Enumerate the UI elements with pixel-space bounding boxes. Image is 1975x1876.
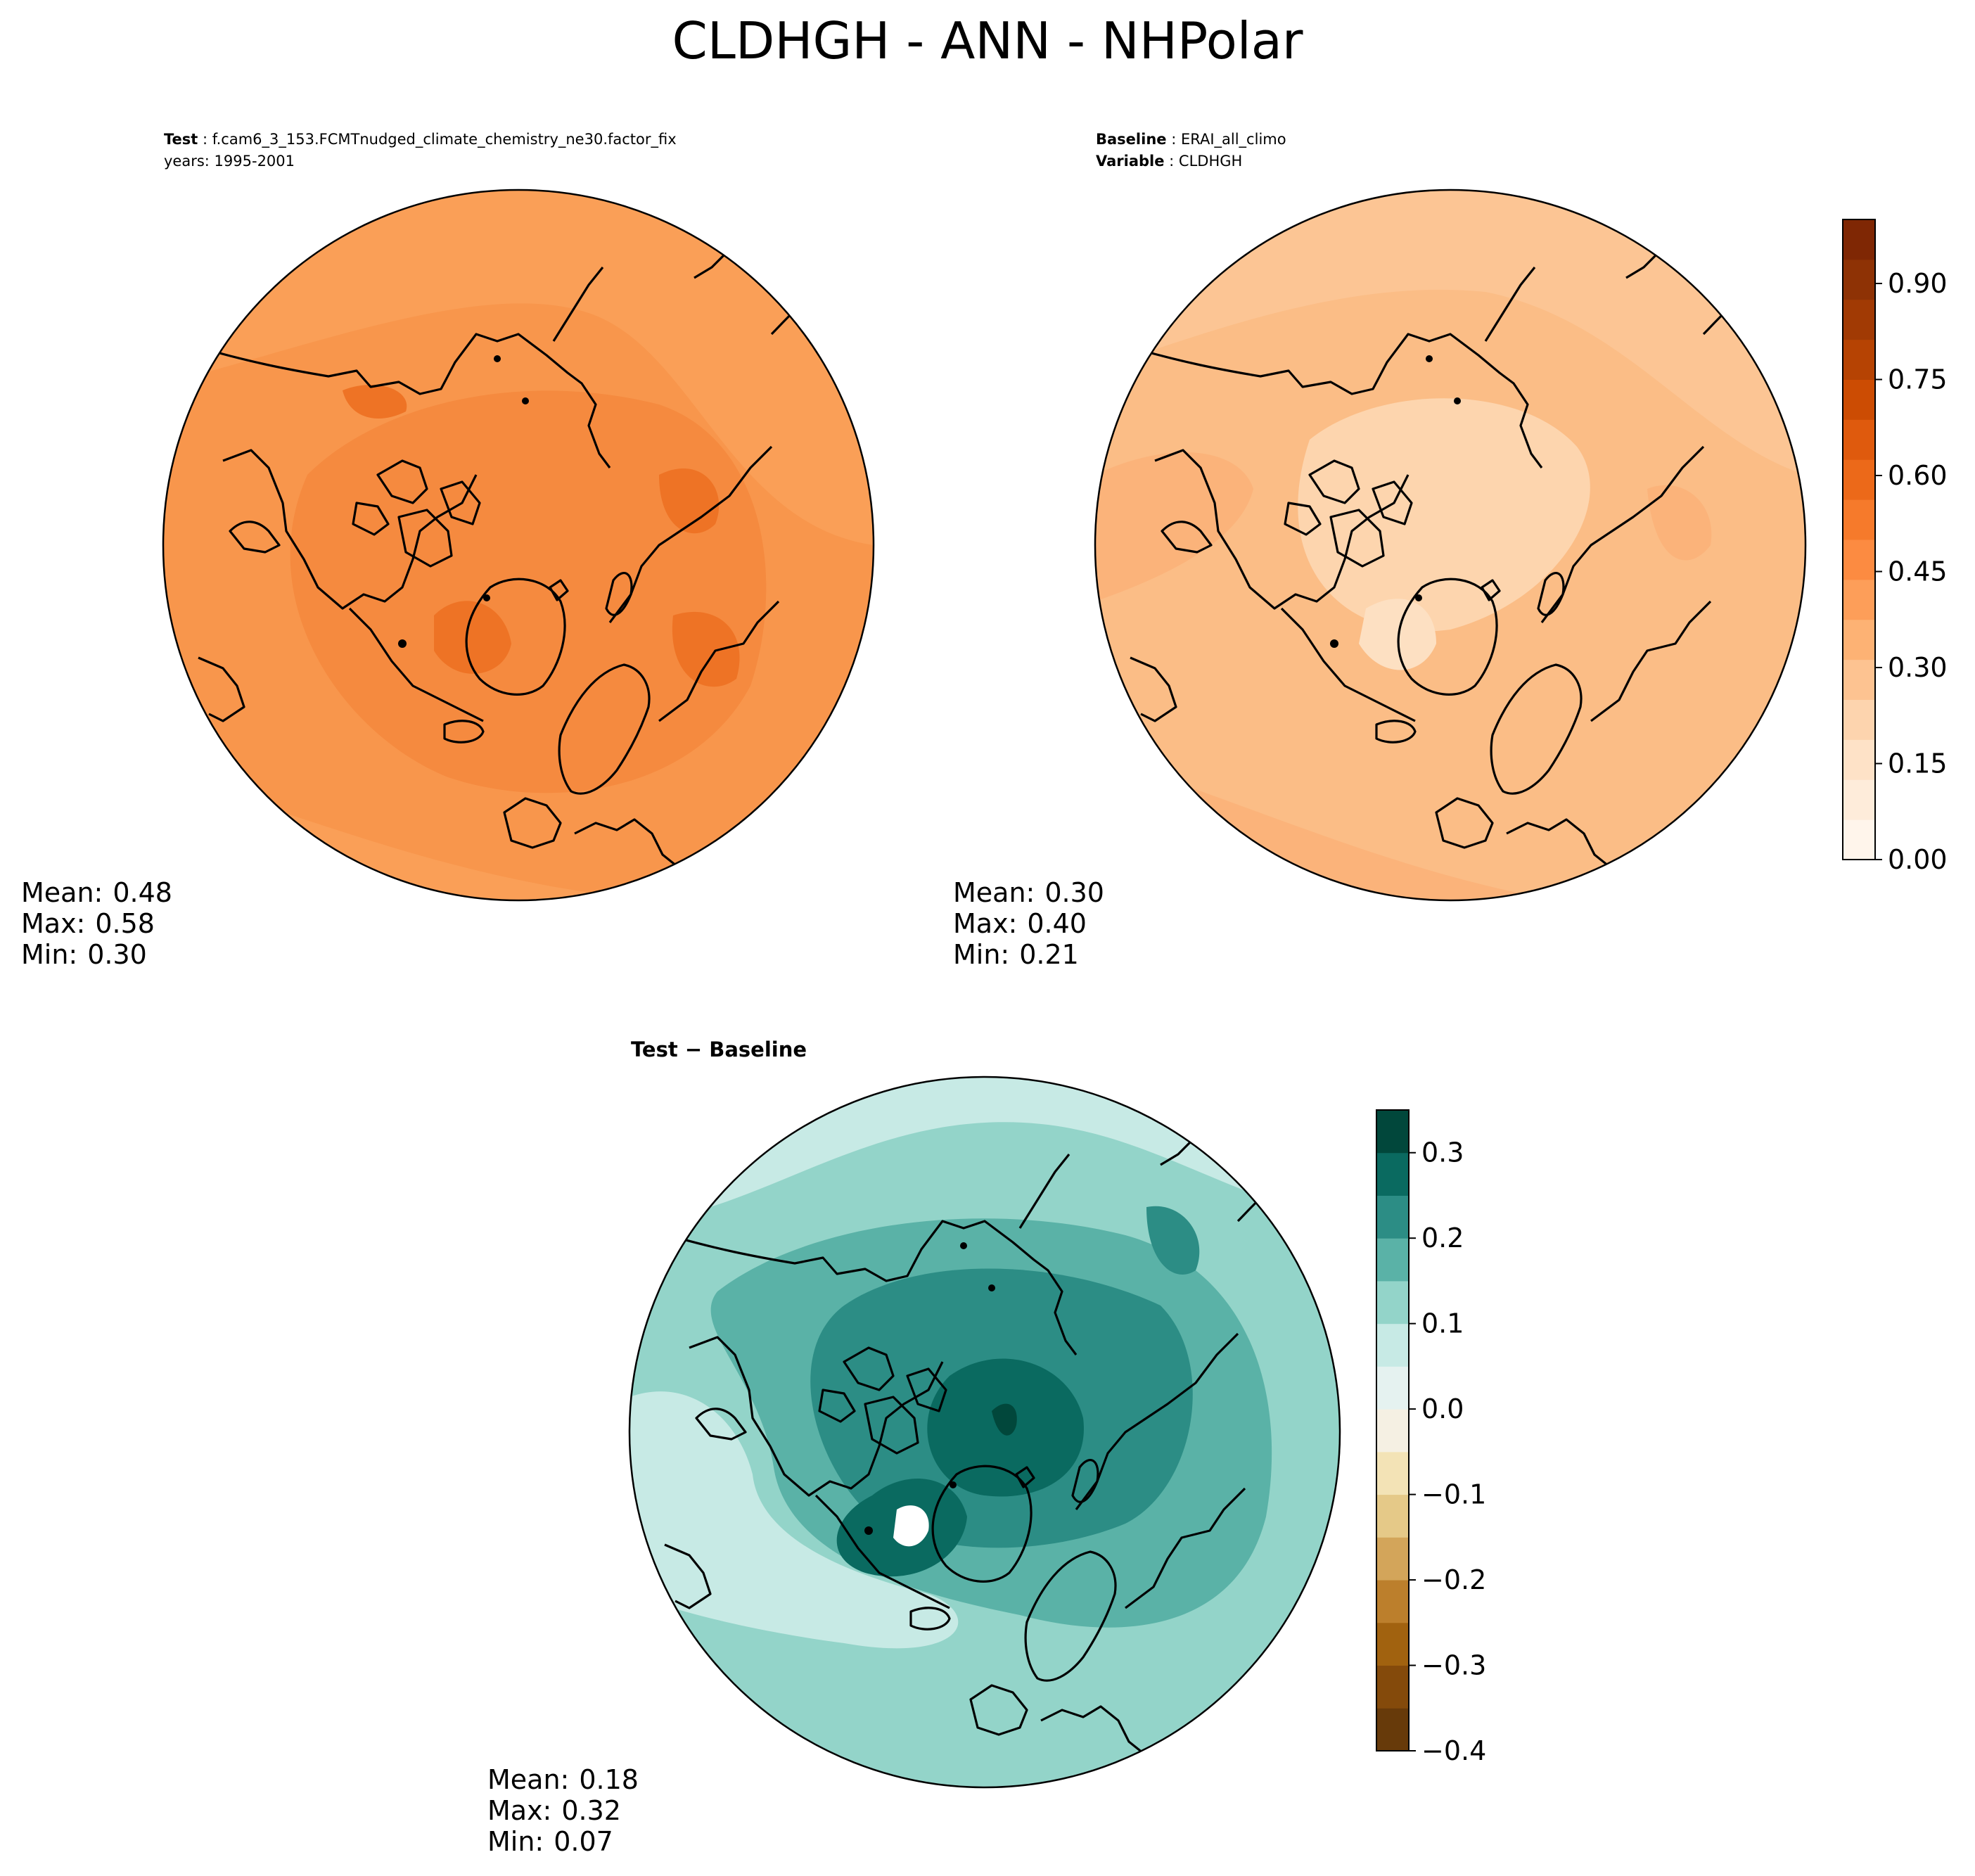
colorbar-segment (1376, 1366, 1409, 1410)
test-min: Min: 0.30 (21, 939, 147, 970)
colorbar-segment (1376, 1708, 1409, 1751)
colorbar-segment (1843, 699, 1875, 740)
baseline-max: Max: 0.40 (953, 908, 1087, 939)
colorbar-segment (1376, 1280, 1409, 1325)
colorbar-segment (1843, 499, 1875, 540)
colorbar-segment (1376, 1409, 1409, 1453)
diff-polar-map (628, 1076, 1341, 1789)
test-contour-high-greenland (434, 601, 511, 674)
colorbar-tick-label: 0.60 (1888, 460, 1948, 491)
baseline-min: Min: 0.21 (953, 939, 1079, 970)
test-panel: Test : f.cam6_3_153.FCMTnudged_climate_c… (21, 131, 875, 970)
colorbar-tick-label: 0.3 (1421, 1137, 1464, 1168)
colorbar-tick-label: 0.0 (1421, 1393, 1464, 1424)
baseline-contour-outer (1095, 190, 1805, 475)
baseline-contour-pacific (1095, 452, 1253, 601)
colorbar-segment (1376, 1537, 1409, 1581)
colorbar-segment (1843, 459, 1875, 500)
colorbar-tick-label: 0.75 (1888, 364, 1948, 395)
test-header-label: Test (164, 131, 198, 148)
baseline-contour-siberia (1647, 485, 1712, 561)
test-max: Max: 0.58 (21, 908, 155, 939)
diff-panel: Test − Baseline Mean: 0.18 Max: 0.32 Min: 0… (487, 1038, 1341, 1857)
colorbar-tick-label: 0.15 (1888, 748, 1948, 779)
test-contour-high-2 (672, 611, 740, 687)
baseline-map-boundary (1094, 189, 1807, 902)
baseline-mean: Mean: 0.30 (953, 877, 1104, 908)
colorbar-tick-label: 0.2 (1421, 1223, 1464, 1253)
diff-header: Test − Baseline (631, 1038, 807, 1061)
baseline-contour-greenland (1359, 599, 1436, 670)
colorbar-segment (1376, 1665, 1409, 1709)
colorbar-segment (1843, 819, 1875, 860)
colorbar-segment (1843, 619, 1875, 661)
baseline-variable-value: CLDHGH (1179, 153, 1242, 170)
baseline-header-line1: Baseline : ERAI_all_climo (1096, 131, 1286, 148)
colorbar-segment (1843, 779, 1875, 820)
colorbar-segment (1376, 1152, 1409, 1196)
colorbar-tick-label: 0.45 (1888, 556, 1948, 587)
colorbar-segment (1843, 219, 1875, 260)
diff-max: Max: 0.32 (487, 1795, 621, 1826)
diff-contour-low-west (629, 1391, 959, 1649)
diff-min: Min: 0.07 (487, 1826, 613, 1857)
test-header-value: f.cam6_3_153.FCMTnudged_climate_chemistr… (212, 131, 677, 148)
colorbar-tick-label: −0.2 (1421, 1564, 1486, 1595)
test-mean: Mean: 0.48 (21, 877, 172, 908)
baseline-panel: Baseline : ERAI_all_climo Variable : CLD… (953, 131, 1807, 970)
colorbar-tick-label: 0.90 (1888, 268, 1948, 299)
colorbar-segment (1376, 1580, 1409, 1623)
test-header-line2: years: 1995-2001 (164, 153, 295, 170)
colorbar-segment (1843, 659, 1875, 700)
absolute-colorbar: 0.00 0.15 0.30 0.45 0.60 0.75 0.90 (1842, 219, 1948, 875)
colorbar-tick-label: 0.00 (1888, 844, 1948, 875)
baseline-header-label: Baseline (1096, 131, 1167, 148)
colorbar-tick-label: −0.3 (1421, 1650, 1486, 1681)
colorbar-segment (1843, 419, 1875, 460)
colorbar-frame (1376, 1109, 1410, 1751)
figure-title: CLDHGH - ANN - NHPolar (672, 11, 1303, 70)
diff-contour-high-siberia (1146, 1206, 1200, 1275)
test-header-line1: Test : f.cam6_3_153.FCMTnudged_climate_c… (164, 131, 677, 148)
test-contour-high-1 (659, 468, 720, 534)
colorbar-frame (1842, 219, 1876, 860)
colorbar-segment (1376, 1195, 1409, 1239)
baseline-header-value: ERAI_all_climo (1181, 131, 1286, 148)
colorbar-segment (1843, 739, 1875, 780)
colorbar-segment (1843, 540, 1875, 580)
colorbar-segment (1376, 1494, 1409, 1538)
colorbar-tick-label: 0.1 (1421, 1308, 1464, 1339)
colorbar-segment (1843, 379, 1875, 420)
colorbar-segment (1843, 299, 1875, 340)
baseline-variable-label: Variable (1096, 153, 1164, 170)
diff-contour-greenland-center (893, 1505, 929, 1547)
colorbar-segment (1843, 339, 1875, 380)
colorbar-segment (1843, 579, 1875, 620)
colorbar-tick-label: −0.4 (1421, 1735, 1486, 1766)
test-contour-high-3 (343, 384, 407, 419)
diff-contour-max (992, 1403, 1017, 1436)
baseline-contour-pole (1298, 398, 1590, 632)
baseline-header-line2: Variable : CLDHGH (1096, 153, 1242, 170)
test-polar-map (162, 189, 875, 902)
diff-map-boundary (628, 1076, 1341, 1789)
colorbar-tick-label: 0.30 (1888, 652, 1948, 683)
test-map-boundary (162, 189, 875, 902)
test-contour-outer (163, 190, 874, 545)
test-contour-mid (290, 390, 767, 793)
colorbar-segment (1376, 1622, 1409, 1666)
colorbar-segment (1376, 1451, 1409, 1495)
colorbar-segment (1376, 1238, 1409, 1282)
colorbar-tick-label: −0.1 (1421, 1479, 1486, 1510)
colorbar-segment (1376, 1323, 1409, 1367)
colorbar-segment (1376, 1110, 1409, 1154)
colorbar-segment (1843, 259, 1875, 300)
diff-mean: Mean: 0.18 (487, 1764, 639, 1795)
diff-colorbar: −0.4 −0.3 −0.2 −0.1 0.0 0.1 0.2 0.3 (1376, 1109, 1486, 1766)
baseline-polar-map (1094, 189, 1807, 902)
